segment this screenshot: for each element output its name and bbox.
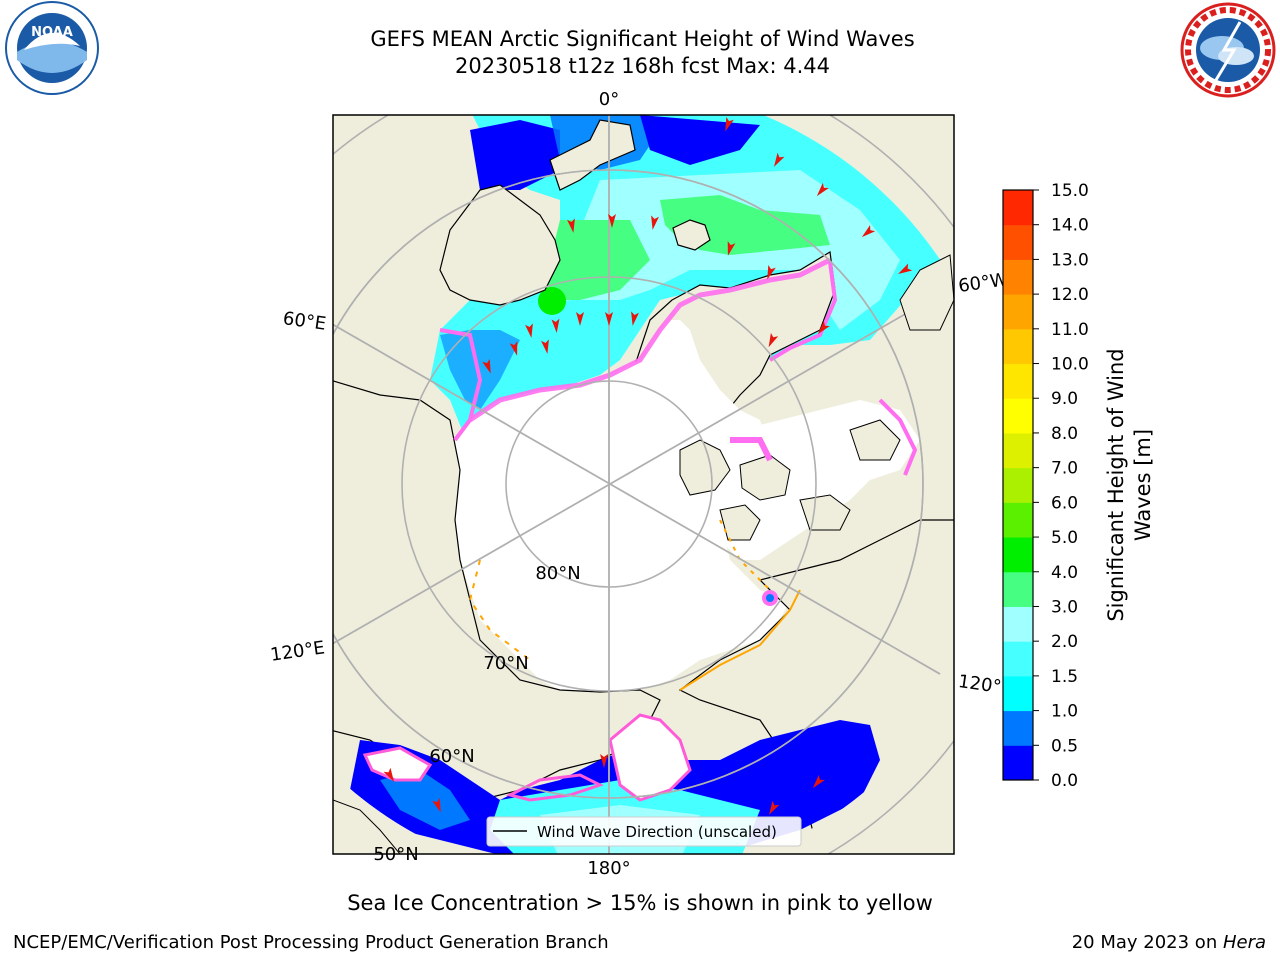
wind-wave-arrow — [816, 182, 829, 197]
colorbar-label-line2: Waves [m] — [1131, 429, 1155, 541]
colorbar-tick-label: 5.0 — [1051, 528, 1078, 548]
legend-label: Wind Wave Direction (unscaled) — [537, 823, 777, 841]
colorbar-tick-label: 11.0 — [1051, 320, 1089, 340]
wind-wave-arrow — [725, 116, 734, 132]
colorbar-tick-label: 2.0 — [1051, 632, 1078, 652]
wind-wave-arrow — [898, 263, 913, 274]
colorbar-segment — [1003, 745, 1033, 781]
wind-wave-arrow — [600, 754, 608, 768]
colorbar-segment — [1003, 363, 1033, 399]
lat-label-50n: 50°N — [373, 844, 418, 865]
wind-wave-arrow — [605, 312, 613, 326]
noaa-logo-text: NOAA — [31, 25, 73, 40]
wind-wave-arrow — [774, 152, 785, 167]
lat-label-70n: 70°N — [483, 653, 528, 674]
colorbar-segment — [1003, 467, 1033, 503]
colorbar-segment — [1003, 641, 1033, 677]
colorbar-tick-label: 1.0 — [1051, 702, 1078, 722]
colorbar-segment — [1003, 432, 1033, 469]
colorbar-tick-label: 12.0 — [1051, 285, 1089, 305]
colorbar-tick-label: 14.0 — [1051, 216, 1089, 236]
wind-wave-arrow — [861, 225, 876, 238]
wind-wave-arrow — [608, 214, 616, 228]
wind-wave-arrow — [541, 339, 549, 354]
wind-wave-arrow — [432, 797, 441, 813]
lat-label-60n: 60°N — [429, 746, 474, 767]
colorbar-segment — [1003, 328, 1033, 365]
colorbar-segment — [1003, 675, 1033, 712]
wind-wave-arrow — [769, 800, 780, 815]
colorbar-tick-label: 7.0 — [1051, 459, 1078, 479]
wind-wave-arrow — [482, 358, 491, 374]
wind-wave-arrow — [525, 323, 533, 338]
wind-wave-arrow — [651, 215, 659, 230]
lat-label-80n: 80°N — [535, 563, 580, 584]
nws-logo — [1180, 2, 1276, 98]
colorbar-segment — [1003, 710, 1033, 746]
wind-wave-arrow — [812, 774, 825, 789]
colorbar-tick-label: 8.0 — [1051, 424, 1078, 444]
colorbar-segment — [1003, 259, 1033, 295]
chart-subtitle: 20230518 t12z 168h fcst Max: 4.44 — [455, 54, 830, 78]
colorbar-tick-label: 3.0 — [1051, 597, 1078, 617]
colorbar-segment — [1003, 571, 1033, 607]
colorbar-tick-label: 0.5 — [1051, 736, 1078, 756]
colorbar-segment — [1003, 502, 1033, 538]
chart-title: GEFS MEAN Arctic Significant Height of W… — [370, 27, 915, 51]
wind-wave-arrow — [509, 341, 518, 356]
footer-credit: NCEP/EMC/Verification Post Processing Pr… — [13, 932, 609, 953]
colorbar-segment — [1003, 224, 1033, 260]
wind-wave-arrow — [767, 264, 776, 280]
lon-label-120e: 120°E — [269, 637, 326, 665]
wind-wave-arrow — [551, 318, 560, 333]
colorbar-tick-label: 10.0 — [1051, 355, 1089, 375]
colorbar-frame — [1002, 189, 1034, 781]
wind-wave-arrows — [383, 116, 913, 815]
wind-wave-arrow — [567, 218, 575, 233]
lon-label-180: 180° — [587, 858, 630, 879]
footer-date-text: 20 May 2023 on — [1071, 932, 1223, 953]
colorbar-tick-label: 0.0 — [1051, 771, 1078, 791]
colorbar-tick-label: 1.5 — [1051, 667, 1078, 687]
footer-host: Hera — [1222, 932, 1266, 953]
wind-wave-arrow — [576, 312, 584, 326]
colorbar-segment — [1003, 294, 1033, 330]
footer-date: 20 May 2023 on Hera — [1072, 932, 1266, 953]
colorbar-segment — [1003, 398, 1033, 434]
lon-label-60w: 60°W — [957, 269, 1009, 297]
colorbar-segment — [1003, 190, 1033, 226]
noaa-logo: NOAA — [5, 1, 99, 95]
colorbar: 0.0 0.5 1.0 1.5 2.0 3.0 4.0 5.0 6.0 7.0 8.0 9.0 10.0… — [1002, 181, 1089, 791]
map-frame — [332, 114, 955, 855]
colorbar-tick-label: 13.0 — [1051, 250, 1089, 270]
colorbar-segment — [1003, 606, 1033, 642]
colorbar-label-line1: Significant Height of Wind — [1104, 348, 1128, 621]
ice-note: Sea Ice Concentration > 15% is shown in … — [347, 891, 933, 915]
colorbar-tick-label: 15.0 — [1051, 181, 1089, 201]
wind-wave-arrow — [727, 241, 736, 256]
wind-wave-arrow — [817, 320, 830, 335]
colorbar-segment — [1003, 537, 1033, 573]
colorbar-tick-label: 9.0 — [1051, 389, 1078, 409]
wind-wave-arrow — [631, 311, 639, 326]
colorbar-tick-label: 6.0 — [1051, 493, 1078, 513]
map-legend: Wind Wave Direction (unscaled) — [486, 816, 802, 847]
lon-label-0: 0° — [599, 89, 619, 110]
wind-wave-arrow — [768, 332, 779, 348]
lon-label-60e: 60°E — [282, 308, 328, 335]
colorbar-tick-label: 4.0 — [1051, 563, 1078, 583]
wind-wave-arrow — [383, 767, 394, 782]
